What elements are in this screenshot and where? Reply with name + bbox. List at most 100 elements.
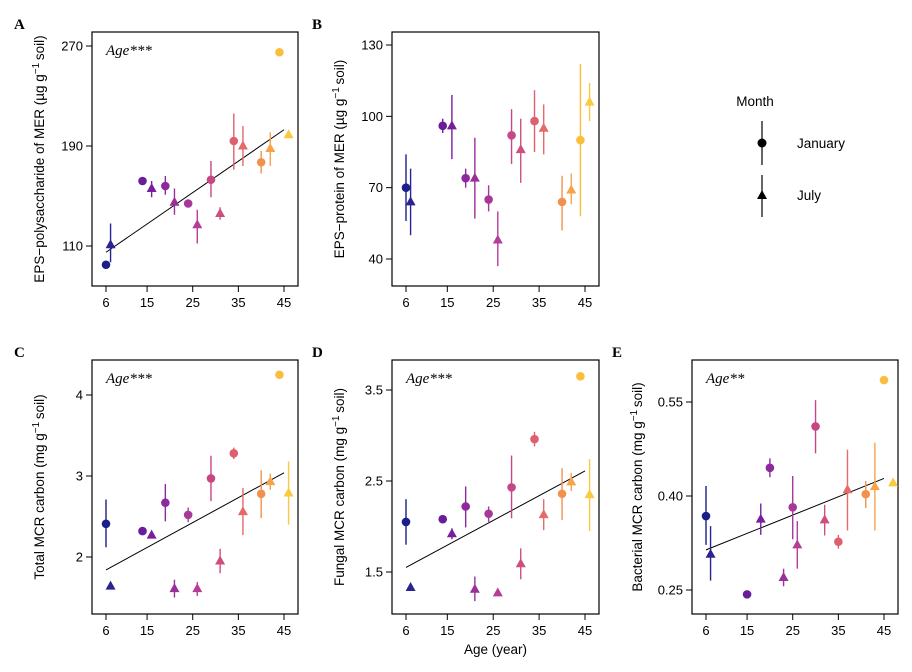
y-tick-label: 270 (61, 39, 83, 54)
data-point-july (515, 558, 526, 568)
data-point-july (888, 477, 899, 487)
panel-a: 110 190 270 6 15 25 35 45 A EPS−polysaccharide of… (14, 17, 299, 310)
y-tick-label: 1.5 (365, 565, 383, 580)
data-point-july (566, 184, 577, 194)
y-axis-label: Bacterial MCR carbon (mg g−1 soil) (629, 382, 645, 591)
legend-title: Month (736, 94, 774, 109)
significance-annotation: Age*** (105, 43, 152, 59)
legend-january-circle-icon (757, 138, 767, 148)
panel-letter: B (312, 17, 322, 33)
data-point-july (237, 140, 248, 150)
plot-frame (391, 359, 600, 615)
data-point-january (484, 509, 493, 519)
plot-frame (691, 359, 899, 615)
y-tick-label: 130 (361, 38, 383, 53)
data-point-july (265, 143, 276, 152)
x-tick-label: 45 (277, 623, 291, 638)
plot-frame (91, 31, 299, 287)
data-point-january (530, 116, 539, 126)
plot-frame (391, 31, 600, 287)
x-tick-label: 6 (102, 295, 109, 310)
data-point-july (584, 489, 595, 499)
x-tick-label: 15 (740, 623, 754, 638)
y-tick-label: 110 (62, 239, 83, 254)
x-tick-label: 45 (277, 295, 291, 310)
x-tick-label: 15 (440, 295, 454, 310)
data-point-january (742, 590, 752, 599)
x-tick-label: 25 (785, 623, 799, 638)
data-point-january (101, 519, 111, 529)
data-point-january (256, 157, 266, 167)
data-point-january (461, 173, 470, 183)
data-point-january (701, 511, 711, 521)
y-tick-label: 0.40 (658, 489, 683, 504)
x-tick-label: 6 (402, 295, 409, 310)
data-point-july (584, 96, 595, 106)
y-tick-label: 70 (369, 180, 383, 195)
data-point-january (256, 489, 266, 499)
y-axis-label: Total MCR carbon (mg g−1 soil) (31, 394, 47, 579)
data-point-july (492, 234, 503, 244)
data-point-july (405, 196, 416, 206)
data-point-july (869, 481, 880, 491)
x-tick-label: 6 (702, 623, 709, 638)
y-tick-label: 0.25 (658, 583, 683, 598)
data-point-july (515, 144, 526, 154)
y-tick-label: 2.5 (365, 474, 383, 489)
data-point-july (566, 476, 577, 486)
data-point-january (811, 422, 820, 431)
data-point-january (229, 449, 239, 458)
plot-frame (91, 359, 299, 615)
data-point-july (705, 548, 716, 558)
y-tick-label: 0.55 (658, 395, 683, 410)
legend-july-triangle-icon (757, 190, 767, 199)
data-point-january (161, 498, 170, 508)
data-point-july (405, 581, 416, 591)
x-tick-label: 15 (440, 623, 454, 638)
panel-b: 40 70 100 130 6 15 25 35 45 B EPS−protein of MER (… (312, 17, 600, 310)
panel-d: 1.5 2.5 3.5 6 15 25 35 45 D Fungal MCR carbon (mg… (312, 345, 600, 657)
data-point-july (192, 219, 203, 229)
data-point-july (283, 487, 294, 497)
data-point-january (401, 517, 411, 527)
panel-letter: C (14, 345, 25, 361)
data-point-january (229, 136, 239, 146)
data-point-january (576, 372, 585, 381)
x-tick-label: 35 (231, 295, 245, 310)
data-point-july (792, 539, 803, 549)
data-point-january (101, 260, 111, 270)
panel-letter: E (612, 345, 622, 361)
data-point-july (283, 129, 294, 139)
legend: Month January July (736, 94, 845, 217)
y-axis-label: EPS−protein of MER (µg g−1 soil) (331, 60, 347, 259)
data-point-january (183, 199, 193, 208)
regression-line (105, 129, 285, 253)
data-point-january (275, 370, 284, 380)
data-point-january (183, 510, 193, 520)
regression-line (705, 477, 885, 551)
x-tick-label: 15 (140, 623, 154, 638)
data-point-july (819, 514, 830, 524)
data-point-january (138, 526, 147, 536)
panel-c: 2 3 4 6 15 25 35 45 C Total MCR carbon (mg g−1 so… (14, 345, 299, 638)
x-tick-label: 25 (486, 623, 500, 638)
y-tick-label: 4 (76, 388, 83, 403)
data-point-july (237, 506, 248, 516)
data-point-july (492, 587, 503, 597)
legend-january-label: January (797, 136, 845, 151)
data-point-july (469, 172, 480, 182)
data-point-july (755, 513, 766, 523)
data-point-july (842, 484, 853, 494)
y-tick-label: 2 (76, 550, 83, 565)
data-point-january (788, 502, 798, 512)
x-tick-label: 35 (532, 295, 546, 310)
data-point-july (469, 583, 480, 593)
x-tick-label: 6 (402, 623, 409, 638)
y-axis-label: Fungal MCR carbon (mg g−1 soil) (331, 388, 347, 586)
significance-annotation: Age*** (405, 371, 452, 387)
data-point-july (538, 509, 549, 519)
data-point-january (484, 195, 493, 204)
x-tick-label: 45 (578, 295, 592, 310)
data-point-january (765, 463, 775, 473)
